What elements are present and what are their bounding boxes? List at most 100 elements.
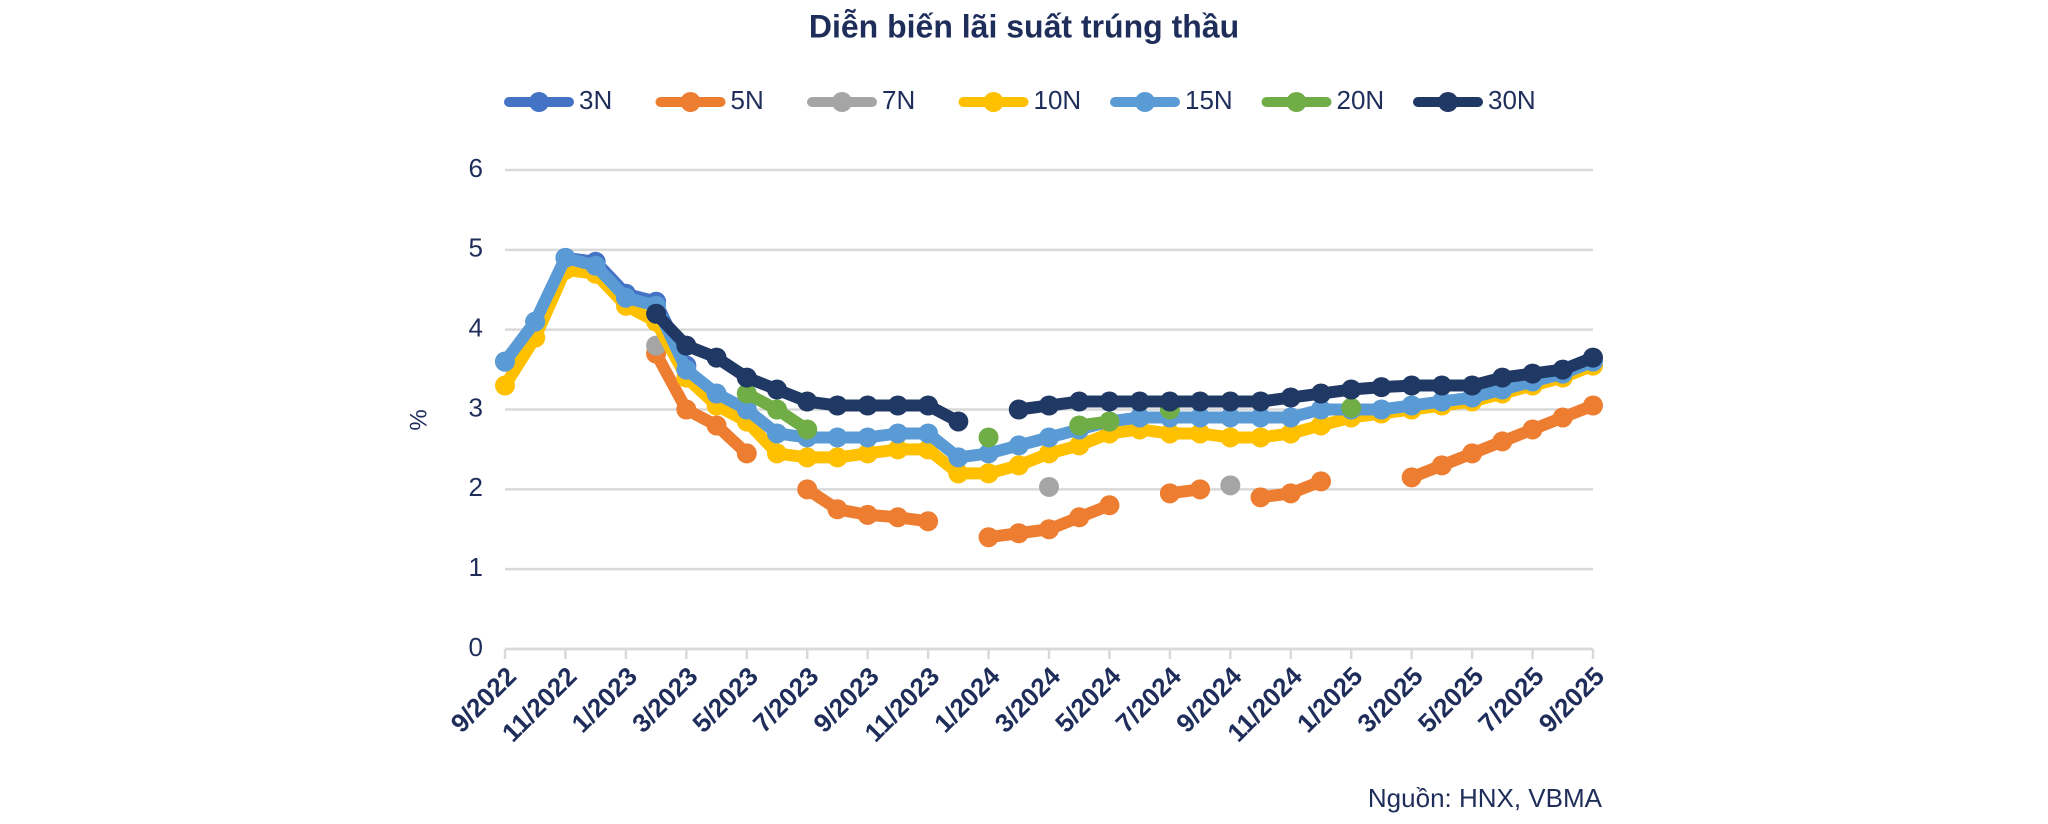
data-point: [1220, 407, 1241, 428]
x-tick-label: 7/2023: [747, 661, 824, 738]
data-point: [797, 479, 818, 500]
data-point: [1311, 383, 1331, 404]
data-point: [1159, 423, 1180, 444]
data-point: [1129, 407, 1150, 428]
x-tick-label: 3/2025: [1351, 661, 1428, 738]
legend-label: 3N: [579, 85, 612, 115]
data-point: [495, 375, 515, 396]
data-point: [887, 395, 908, 416]
legend-marker: [680, 92, 701, 112]
data-point: [736, 399, 757, 420]
data-point: [918, 423, 939, 444]
data-point: [767, 399, 787, 420]
x-tick-label: 1/2024: [928, 661, 1006, 739]
data-point: [1069, 391, 1090, 412]
data-point: [1462, 375, 1483, 396]
data-point: [1522, 363, 1543, 384]
x-tick-label: 3/2024: [989, 661, 1067, 739]
data-point: [1099, 391, 1120, 412]
legend-marker: [529, 92, 549, 112]
data-point: [525, 311, 546, 332]
y-tick-label: 2: [469, 472, 483, 502]
data-point: [585, 255, 606, 276]
data-point: [706, 383, 727, 404]
legend-marker: [983, 92, 1004, 112]
data-point: [1039, 476, 1059, 497]
data-point: [887, 507, 908, 528]
legend-label: 10N: [1034, 85, 1082, 115]
data-point: [1311, 415, 1331, 436]
y-tick-label: 4: [469, 313, 483, 343]
data-point: [767, 379, 787, 400]
data-point: [1401, 375, 1422, 396]
legend-label: 30N: [1488, 85, 1536, 115]
data-point: [1431, 391, 1452, 412]
data-point: [1492, 367, 1513, 388]
data-point: [1280, 483, 1301, 504]
data-point: [1431, 375, 1452, 396]
y-tick-label: 6: [469, 153, 483, 183]
data-point: [676, 335, 697, 356]
data-point: [1280, 407, 1301, 428]
data-point: [948, 447, 969, 468]
data-point: [797, 391, 818, 412]
data-point: [1039, 519, 1059, 540]
data-point: [615, 287, 636, 308]
data-point: [918, 511, 939, 532]
data-point: [676, 359, 697, 380]
y-tick-label: 1: [469, 552, 483, 582]
data-point: [1159, 391, 1180, 412]
data-point: [1069, 507, 1090, 528]
data-point: [706, 347, 727, 368]
data-point: [1099, 495, 1120, 516]
series-5: [736, 383, 1362, 448]
data-point: [857, 395, 878, 416]
x-tick-label: 1/2023: [566, 661, 643, 738]
y-axis-label: %: [405, 409, 432, 430]
data-point: [1462, 443, 1483, 464]
data-point: [1220, 427, 1241, 448]
data-point: [1220, 391, 1241, 412]
legend-label: 15N: [1185, 85, 1233, 115]
data-point: [1583, 395, 1603, 416]
data-point: [978, 527, 999, 548]
data-point: [1280, 387, 1301, 408]
data-point: [1008, 435, 1029, 456]
data-point: [1008, 455, 1029, 476]
y-tick-label: 3: [469, 392, 483, 422]
data-point: [1039, 427, 1059, 448]
source-note: Nguồn: HNX, VBMA: [1368, 783, 1603, 813]
data-point: [948, 411, 969, 432]
data-point: [1190, 391, 1211, 412]
data-point: [887, 439, 908, 460]
data-point: [1220, 475, 1241, 496]
data-point: [1250, 391, 1271, 412]
legend-label: 5N: [731, 85, 764, 115]
data-point: [1069, 415, 1090, 436]
data-point: [1099, 411, 1120, 432]
x-tick-label: 7/2024: [1110, 661, 1188, 739]
data-point: [1552, 359, 1573, 380]
data-point: [1583, 347, 1603, 368]
data-point: [1522, 419, 1543, 440]
data-point: [767, 443, 787, 464]
data-point: [646, 303, 667, 324]
data-point: [1371, 399, 1392, 420]
chart-title: Diễn biến lãi suất trúng thầu: [809, 8, 1239, 44]
data-point: [857, 504, 878, 525]
data-point: [1190, 423, 1211, 444]
data-point: [1341, 397, 1362, 418]
data-point: [1129, 391, 1150, 412]
data-point: [495, 351, 515, 372]
data-point: [1341, 379, 1362, 400]
legend-marker: [1286, 92, 1307, 112]
legend-marker: [1438, 92, 1458, 112]
data-point: [978, 463, 999, 484]
data-point: [1039, 395, 1059, 416]
data-point: [918, 395, 939, 416]
data-point: [1250, 427, 1271, 448]
data-point: [827, 447, 848, 468]
data-point: [676, 399, 697, 420]
data-point: [1280, 423, 1301, 444]
